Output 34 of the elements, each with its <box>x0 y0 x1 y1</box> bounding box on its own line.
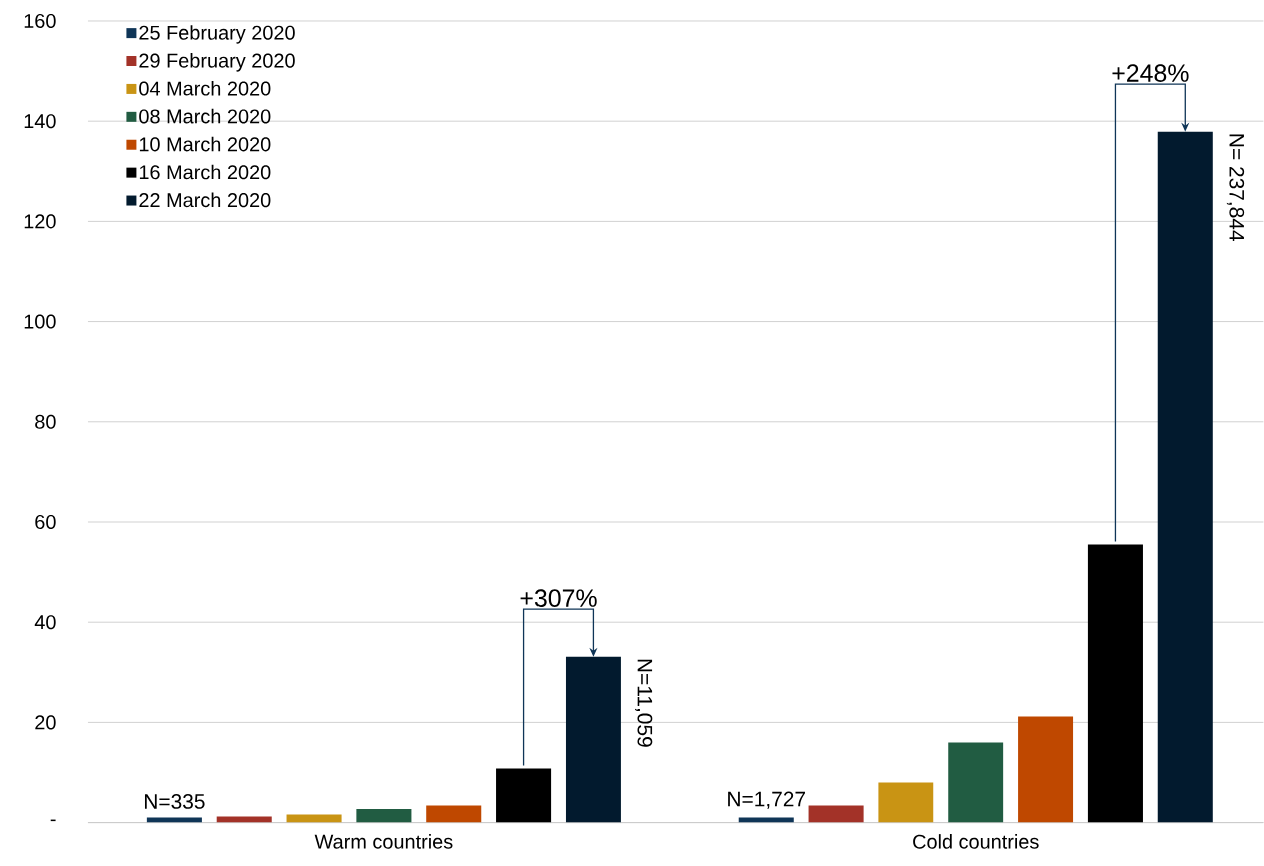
y-tick-label: - <box>50 819 56 822</box>
bar <box>496 768 552 823</box>
bar <box>565 656 621 823</box>
y-tick-label: 40 <box>34 615 56 630</box>
y-tick-label: 60 <box>35 515 56 530</box>
legend-label: 04 March 2020 <box>139 81 271 96</box>
legend-label: 08 March 2020 <box>139 109 271 124</box>
x-tick-label: Warm countries <box>314 834 453 849</box>
y-tick-label: 160 <box>24 14 56 29</box>
annotation: +248% <box>1112 64 1189 83</box>
bar <box>1087 544 1143 823</box>
annotation: N= 237,844 <box>1226 134 1245 242</box>
bar <box>808 805 864 823</box>
y-tick-label: 100 <box>24 314 56 329</box>
bar <box>1018 716 1074 823</box>
y-tick-label: 20 <box>35 715 56 730</box>
x-tick-label: Cold countries <box>913 834 1039 849</box>
bar <box>356 809 412 823</box>
y-tick-label: 120 <box>24 214 56 229</box>
legend-label: 29 February 2020 <box>139 53 295 72</box>
annotation: N=335 <box>144 794 205 810</box>
annotation: N=1,727 <box>728 791 805 810</box>
bar <box>948 742 1004 823</box>
legend-label: 22 March 2020 <box>139 192 271 208</box>
annotation: +307% <box>520 589 597 608</box>
bar <box>878 782 934 823</box>
legend-label: 10 March 2020 <box>139 136 271 152</box>
bar <box>426 805 482 823</box>
bar <box>1157 131 1213 823</box>
legend-label: 16 March 2020 <box>139 164 271 180</box>
y-tick-label: 140 <box>24 114 56 129</box>
annotation: N=11,059 <box>635 659 653 747</box>
legend-label: 25 February 2020 <box>139 25 295 44</box>
y-tick-label: 80 <box>35 414 56 430</box>
